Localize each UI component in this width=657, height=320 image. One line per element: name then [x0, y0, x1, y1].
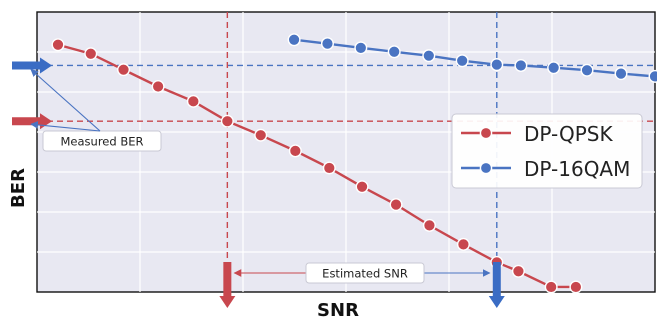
data-point-dp-16qam: [354, 41, 368, 55]
y-axis-label: BER: [8, 168, 29, 208]
data-point-dp-qpsk: [84, 47, 98, 61]
data-point-dp-qpsk: [151, 79, 165, 93]
estimated-snr-arrow-dp-16qam: [488, 262, 505, 308]
data-point-dp-qpsk: [220, 114, 234, 128]
measured-ber-callout-box: [42, 130, 162, 152]
measured-ber-pointer-dp-16qam: [30, 68, 101, 132]
data-point-dp-16qam: [547, 61, 561, 75]
estimated-snr-arrow-dp-qpsk: [219, 262, 236, 308]
data-point-dp-16qam: [320, 37, 334, 51]
grid: [37, 12, 655, 292]
measured-ber-arrow-dp-16qam: [12, 57, 52, 74]
data-point-dp-16qam: [614, 67, 628, 81]
legend-label-dp-16qam: DP-16QAM: [524, 157, 630, 181]
measured-ber-pointer-dp-qpsk: [30, 121, 101, 132]
data-point-dp-qpsk: [569, 280, 583, 294]
data-point-dp-16qam: [287, 33, 301, 47]
data-point-dp-16qam: [490, 58, 504, 72]
data-point-dp-qpsk: [254, 128, 268, 142]
data-point-dp-16qam: [580, 63, 594, 77]
data-point-dp-16qam: [455, 54, 469, 68]
annotations: Measured BER Estimated SNR: [12, 57, 505, 308]
legend-marker-dp-16qam: [479, 161, 493, 175]
data-point-dp-qpsk: [117, 63, 131, 77]
data-point-dp-qpsk: [51, 38, 65, 52]
data-point-dp-16qam: [514, 58, 528, 72]
series-group: [51, 33, 657, 294]
data-point-dp-qpsk: [389, 198, 403, 212]
data-point-dp-qpsk: [544, 280, 558, 294]
legend-label-dp-qpsk: DP-QPSK: [524, 122, 613, 146]
data-point-dp-qpsk: [511, 264, 525, 278]
data-point-dp-qpsk: [186, 94, 200, 108]
data-point-dp-16qam: [422, 49, 436, 63]
data-point-dp-qpsk: [355, 180, 369, 194]
data-point-dp-16qam: [648, 69, 657, 83]
estimated-snr-label: Estimated SNR: [322, 267, 408, 281]
data-point-dp-qpsk: [456, 237, 470, 251]
legend: DP-QPSK DP-16QAM: [451, 113, 643, 189]
legend-marker-dp-qpsk: [479, 126, 493, 140]
estimated-snr-callout-box: [305, 262, 425, 284]
measured-ber-label: Measured BER: [61, 135, 144, 149]
x-axis-label: SNR: [317, 300, 359, 320]
data-point-dp-qpsk: [288, 144, 302, 158]
data-point-dp-qpsk: [422, 218, 436, 232]
data-point-dp-16qam: [387, 45, 401, 59]
data-point-dp-qpsk: [322, 161, 336, 175]
